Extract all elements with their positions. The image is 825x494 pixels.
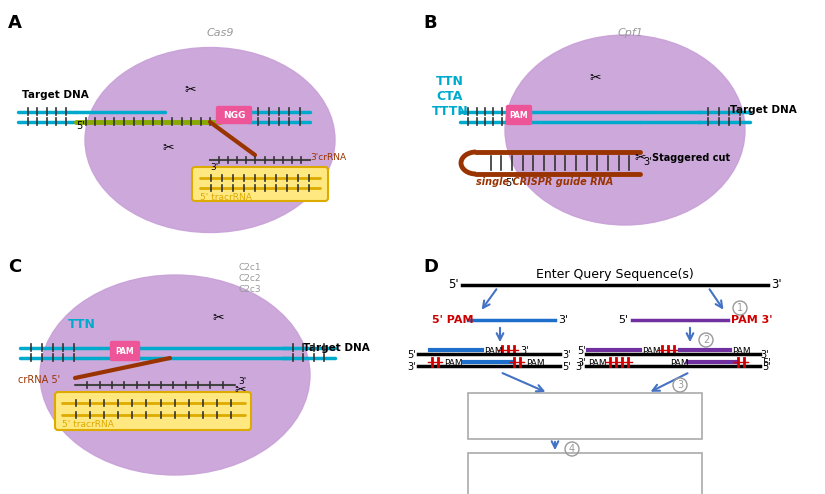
Text: 3: 3 <box>677 380 683 390</box>
Text: PAM: PAM <box>510 111 528 120</box>
Text: 2: 2 <box>703 335 710 345</box>
Text: Rank and select sgRNAs with high: Rank and select sgRNAs with high <box>484 459 686 472</box>
Text: TTN: TTN <box>436 75 464 88</box>
FancyBboxPatch shape <box>216 107 252 124</box>
Text: ✂: ✂ <box>212 311 224 325</box>
Text: 3': 3' <box>210 163 219 172</box>
Text: C2c1: C2c1 <box>238 263 262 272</box>
Text: PAM: PAM <box>484 346 502 356</box>
Text: ✂: ✂ <box>634 151 646 165</box>
Text: 4: 4 <box>569 444 575 454</box>
FancyBboxPatch shape <box>55 392 251 430</box>
Text: 3': 3' <box>558 315 568 325</box>
Text: ✂: ✂ <box>163 141 174 155</box>
Text: 5': 5' <box>562 362 571 372</box>
Text: ✂: ✂ <box>234 383 246 397</box>
Text: 5': 5' <box>505 178 514 188</box>
Text: 5': 5' <box>408 350 416 360</box>
FancyBboxPatch shape <box>507 106 531 124</box>
Text: 5': 5' <box>762 358 771 368</box>
Text: PAM: PAM <box>116 346 134 356</box>
Ellipse shape <box>85 47 335 233</box>
Text: 3': 3' <box>578 358 586 368</box>
Text: NGG: NGG <box>223 111 245 120</box>
Text: 3': 3' <box>238 377 246 386</box>
Text: PAM 3': PAM 3' <box>731 315 772 325</box>
Text: CTA: CTA <box>436 90 463 103</box>
Text: 5' PAM: 5' PAM <box>432 315 474 325</box>
Ellipse shape <box>505 35 745 225</box>
Text: 3': 3' <box>562 350 571 360</box>
Text: off-target and on-target scoring: off-target and on-target scoring <box>492 402 678 414</box>
Text: 5': 5' <box>578 346 586 356</box>
Text: algorithms: algorithms <box>554 415 617 428</box>
Text: A: A <box>8 14 22 32</box>
Text: 5' tracrRNA: 5' tracrRNA <box>62 420 114 429</box>
Text: 5' tracrRNA: 5' tracrRNA <box>200 193 252 202</box>
FancyBboxPatch shape <box>192 167 328 201</box>
Text: PAM: PAM <box>670 359 689 368</box>
Text: Target DNA: Target DNA <box>22 90 89 100</box>
Text: single CRISPR guide RNA: single CRISPR guide RNA <box>476 177 614 187</box>
Ellipse shape <box>40 275 310 475</box>
Text: ✂: ✂ <box>589 71 601 85</box>
Text: 3': 3' <box>408 362 416 372</box>
Text: predicted specificity and activity: predicted specificity and activity <box>488 472 681 486</box>
Text: Target DNA: Target DNA <box>303 343 370 353</box>
Text: PAM: PAM <box>588 359 606 368</box>
Text: PAM: PAM <box>642 346 661 356</box>
Text: 3': 3' <box>771 279 781 291</box>
Text: 1: 1 <box>737 303 743 313</box>
Text: TTTN: TTTN <box>431 105 469 118</box>
Text: PAM: PAM <box>732 346 751 356</box>
Text: 3': 3' <box>575 362 584 372</box>
Text: 3'crRNA: 3'crRNA <box>310 153 346 162</box>
Text: PAM: PAM <box>526 359 544 368</box>
Text: B: B <box>423 14 436 32</box>
FancyBboxPatch shape <box>111 341 139 361</box>
Text: Staggered cut: Staggered cut <box>652 153 730 163</box>
Text: 5': 5' <box>618 315 628 325</box>
Text: C: C <box>8 258 21 276</box>
Text: 5': 5' <box>448 279 459 291</box>
Text: 3': 3' <box>643 157 652 167</box>
Text: 3': 3' <box>520 346 529 356</box>
FancyBboxPatch shape <box>468 393 702 439</box>
Text: 5': 5' <box>762 362 771 372</box>
Text: C2c3: C2c3 <box>238 285 262 294</box>
Text: Target DNA: Target DNA <box>730 105 797 115</box>
FancyBboxPatch shape <box>468 453 702 494</box>
Text: Cas9: Cas9 <box>206 28 233 38</box>
Text: TTN: TTN <box>68 318 96 331</box>
Text: crRNA 5': crRNA 5' <box>18 375 60 385</box>
Text: C2c2: C2c2 <box>238 274 262 283</box>
Text: Cpf1: Cpf1 <box>617 28 643 38</box>
Text: PAM: PAM <box>444 359 463 368</box>
Text: 3': 3' <box>760 350 769 360</box>
Text: ✂: ✂ <box>184 83 196 97</box>
Text: D: D <box>423 258 438 276</box>
Text: 5': 5' <box>76 121 85 131</box>
Text: Enter Query Sequence(s): Enter Query Sequence(s) <box>536 268 694 281</box>
